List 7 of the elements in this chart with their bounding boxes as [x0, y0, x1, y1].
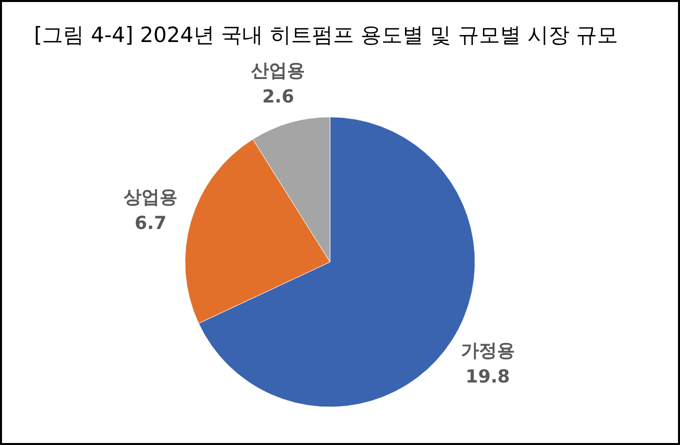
- slice-label: 상업용: [124, 187, 178, 208]
- data-label: 2.6: [262, 86, 294, 108]
- data-label: 19.8: [466, 366, 510, 388]
- data-label: 6.7: [134, 213, 167, 234]
- slice-label: 가정용: [460, 340, 515, 362]
- slice-label: 산업용: [251, 60, 306, 82]
- chart-title: [그림 4-4] 2024년 국내 히트펌프 용도별 및 규모별 시장 규모: [34, 23, 618, 47]
